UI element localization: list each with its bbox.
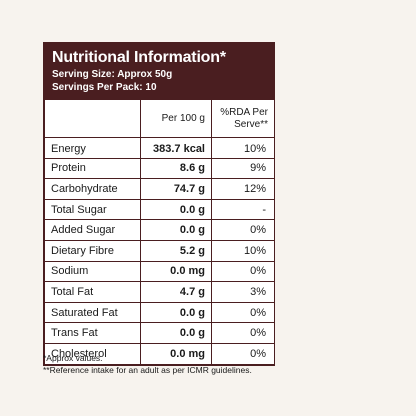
footnote-reference: **Reference intake for an adult as per I… [43, 365, 252, 375]
column-header-rda: %RDA Per Serve** [211, 99, 275, 138]
column-header-nutrient [44, 99, 141, 138]
nutrient-name: Saturated Fat [44, 301, 141, 324]
rda-value: 0% [211, 342, 275, 365]
per-100g-value: 0.0 mg [140, 260, 212, 283]
nutrition-title: Nutritional Information* [52, 49, 226, 66]
table-row: Trans Fat 0.0 g 0% [44, 322, 275, 344]
rda-value: 0% [211, 301, 275, 324]
nutrition-panel: Nutritional Information* Serving Size: A… [43, 42, 275, 366]
nutrient-name: Trans Fat [44, 322, 141, 344]
rda-value: 0% [211, 260, 275, 283]
per-100g-value: 0.0 g [140, 322, 212, 344]
per-100g-value: 0.0 mg [140, 342, 212, 365]
table-row: Total Fat 4.7 g 3% [44, 281, 275, 303]
table-row: Carbohydrate 74.7 g 12% [44, 178, 275, 200]
serving-size: Serving Size: Approx 50g [52, 69, 173, 80]
nutrition-table: Per 100 g %RDA Per Serve** Energy 383.7 k… [44, 99, 275, 365]
column-header-per-100g: Per 100 g [140, 99, 212, 138]
per-100g-value: 8.6 g [140, 157, 212, 180]
nutrient-name: Energy [44, 137, 141, 159]
table-row: Added Sugar 0.0 g 0% [44, 219, 275, 241]
table-row: Saturated Fat 0.0 g 0% [44, 301, 275, 324]
per-100g-value: 74.7 g [140, 178, 212, 200]
table-row: Sodium 0.0 mg 0% [44, 260, 275, 283]
table-row: Total Sugar 0.0 g- [44, 198, 275, 221]
nutrient-name: Carbohydrate [44, 178, 141, 200]
rda-value: 10% [211, 137, 275, 159]
per-100g-value: 4.7 g [140, 281, 212, 303]
footnote-approx: *Approx values. [43, 353, 103, 363]
nutrient-name: Sodium [44, 260, 141, 283]
rda-value: 0% [211, 322, 275, 344]
rda-value: 9% [211, 157, 275, 180]
nutrient-name: Total Sugar [44, 198, 141, 221]
table-header-row: Per 100 g %RDA Per Serve** [44, 99, 275, 138]
rda-value: 0% [211, 219, 275, 241]
rda-value: 3% [211, 281, 275, 303]
rda-value: 12% [211, 178, 275, 200]
per-100g-value: 0.0 g [140, 301, 212, 324]
rda-value: 10% [211, 239, 275, 262]
per-100g-value: 0.0 g [140, 198, 212, 221]
nutrient-name: Protein [44, 157, 141, 180]
footnotes: *Approx values. **Reference intake for a… [43, 352, 252, 376]
table-row: Energy 383.7 kcal 10% [44, 137, 275, 159]
rda-value: - [211, 198, 275, 221]
nutrient-name: Total Fat [44, 281, 141, 303]
rda-header-text: %RDA Per Serve** [220, 106, 268, 130]
nutrient-name: Added Sugar [44, 219, 141, 241]
nutrient-name: Cholesterol [44, 342, 141, 365]
servings-per-pack: Servings Per Pack: 10 [52, 82, 157, 93]
nutrient-name: Dietary Fibre [44, 239, 141, 262]
per-100g-value: 383.7 kcal [140, 137, 212, 159]
table-row: Protein 8.6 g 9% [44, 157, 275, 180]
table-row: Dietary Fibre 5.2 g 10% [44, 239, 275, 262]
per-100g-value: 5.2 g [140, 239, 212, 262]
nutrition-header: Nutritional Information* Serving Size: A… [44, 43, 274, 99]
per-100g-value: 0.0 g [140, 219, 212, 241]
table-row: Cholesterol 0.0 mg 0% [44, 342, 275, 365]
